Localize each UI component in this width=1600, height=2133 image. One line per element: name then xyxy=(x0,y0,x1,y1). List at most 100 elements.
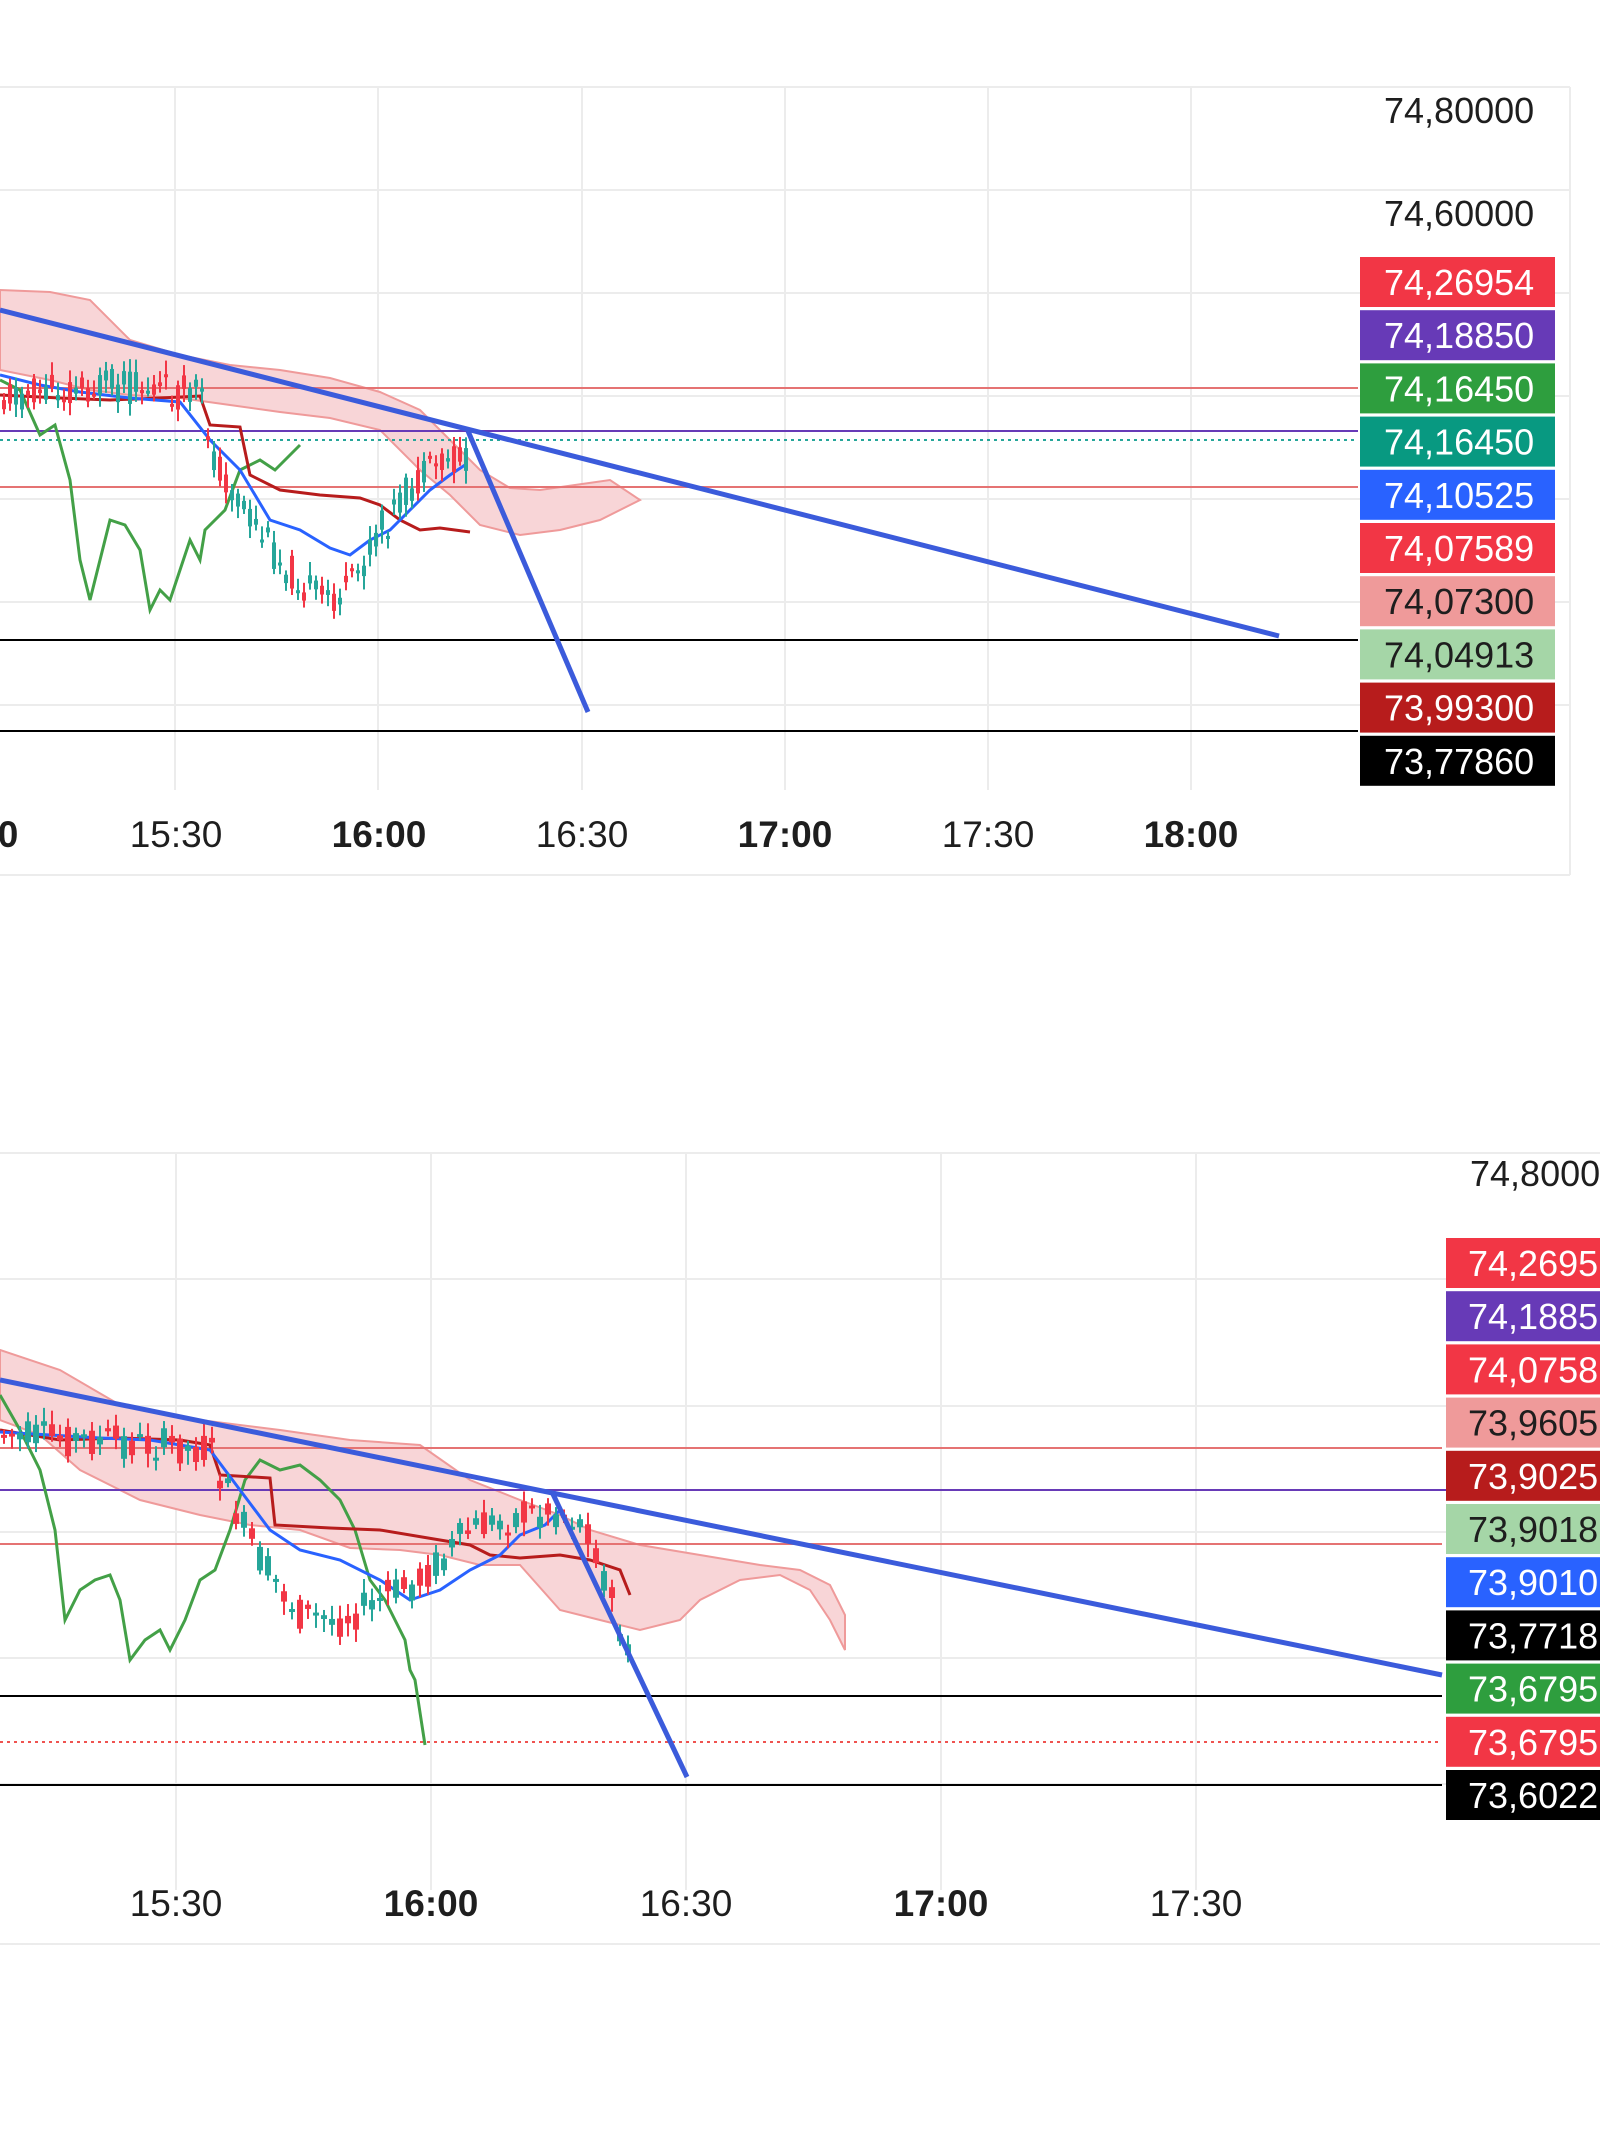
candle-body xyxy=(62,399,66,403)
candle-body xyxy=(386,535,390,539)
candle-body xyxy=(122,371,126,385)
time-label: 16:30 xyxy=(640,1883,733,1924)
candle-body xyxy=(140,390,144,394)
candle-body xyxy=(1,1434,7,1438)
time-label: 16:00 xyxy=(332,814,427,855)
chart-top[interactable]: 74,80000 74,60000 74,26954 74,18850 74,164… xyxy=(0,0,1600,1000)
price-badge-bg xyxy=(1446,1344,1600,1395)
candle-body xyxy=(188,387,192,402)
price-badge-bg xyxy=(1446,1504,1600,1554)
candle-body xyxy=(428,455,432,459)
candle-body xyxy=(105,1428,111,1432)
price-badge-bg xyxy=(1360,629,1555,680)
price-badge-bg xyxy=(1360,416,1555,467)
time-label: 15:30 xyxy=(130,1883,223,1924)
candle-body xyxy=(14,387,18,405)
candle-body xyxy=(209,1437,215,1443)
candle-body xyxy=(233,1513,239,1524)
candle-body xyxy=(321,1615,327,1620)
time-label: 17:30 xyxy=(1150,1883,1243,1924)
price-badge-label: 73,9010 xyxy=(1468,1562,1598,1603)
time-label: 15:30 xyxy=(130,814,223,855)
candle-body xyxy=(409,1584,415,1601)
candles xyxy=(1,1407,631,1663)
candle-body xyxy=(17,1432,23,1440)
candle-body xyxy=(473,1518,479,1525)
candle-body xyxy=(158,382,162,387)
candle-body xyxy=(569,1526,575,1530)
candle-body xyxy=(332,593,336,611)
trendline-drop[interactable] xyxy=(465,430,591,713)
candle-body xyxy=(446,458,450,462)
candle-body xyxy=(345,1615,351,1624)
candle-body xyxy=(33,1424,39,1444)
price-badge-bg xyxy=(1446,1663,1600,1714)
time-axis: 15:30 16:00 16:30 17:00 17:30 xyxy=(130,1883,1243,1924)
candle-body xyxy=(320,585,324,595)
candle-body xyxy=(377,1597,383,1601)
candle-body xyxy=(513,1513,519,1528)
candle-body xyxy=(68,382,72,404)
trendline-drop[interactable] xyxy=(549,1490,690,1779)
candle-body xyxy=(398,492,402,513)
price-badge-bg xyxy=(1446,1397,1600,1448)
candle-body xyxy=(32,378,36,403)
price-badge-label: 73,9605 xyxy=(1468,1403,1598,1444)
chart-top-svg[interactable]: 74,80000 74,60000 74,26954 74,18850 74,164… xyxy=(0,0,1600,1000)
candle-body xyxy=(465,1530,471,1534)
price-badge-label: 74,26954 xyxy=(1384,262,1534,303)
price-label-0: 74,8000 xyxy=(1470,1153,1600,1194)
candle-body xyxy=(57,1435,63,1441)
candle-body xyxy=(329,1618,335,1625)
candle-body xyxy=(129,1440,135,1456)
price-badge-label: 74,07589 xyxy=(1384,528,1534,569)
candle-body xyxy=(86,387,90,402)
candle-body xyxy=(353,1613,359,1630)
trendline-main[interactable] xyxy=(0,1377,1443,1678)
candle-body xyxy=(350,568,354,572)
trendline-main[interactable] xyxy=(0,307,1280,639)
chart-bottom[interactable]: 74,8000 74,2695 74,1885 74,0758 73,9605 73,9… xyxy=(0,1060,1600,2120)
price-badge-label: 73,99300 xyxy=(1384,688,1534,729)
candle-body xyxy=(337,1618,343,1637)
price-badge-label: 74,10525 xyxy=(1384,475,1534,516)
price-badge-label: 74,16450 xyxy=(1384,368,1534,409)
candle-body xyxy=(410,488,414,501)
candle-body xyxy=(49,1424,55,1436)
grid xyxy=(0,1152,1600,1945)
candle-body xyxy=(194,379,198,387)
candle-body xyxy=(260,539,264,543)
candle-body xyxy=(2,400,6,410)
candle-body xyxy=(265,1556,271,1576)
candle-body xyxy=(25,1421,31,1443)
price-badge-bg xyxy=(1360,310,1555,361)
price-badge-label: 73,6022 xyxy=(1468,1775,1598,1816)
candle-body xyxy=(385,1579,391,1592)
candle-body xyxy=(521,1501,527,1523)
candle-body xyxy=(297,1599,303,1629)
candle-body xyxy=(481,1512,487,1535)
price-badge-bg xyxy=(1360,682,1555,733)
candle-body xyxy=(305,1604,311,1609)
candle-body xyxy=(113,1425,119,1439)
candle-body xyxy=(417,1568,423,1586)
candle-body xyxy=(193,1447,199,1463)
candle-body xyxy=(145,1435,151,1454)
tenkan-line xyxy=(0,1430,562,1602)
price-badge-bg xyxy=(1360,469,1555,520)
candle-body xyxy=(206,436,210,441)
candle-body xyxy=(289,1609,295,1613)
candle-body xyxy=(308,575,312,584)
tenkan-line xyxy=(0,373,466,557)
candle-body xyxy=(212,451,216,471)
price-badge-label: 74,07300 xyxy=(1384,581,1534,622)
candle-body xyxy=(169,1435,175,1443)
candle-body xyxy=(185,1445,191,1451)
chart-bottom-svg[interactable]: 74,8000 74,2695 74,1885 74,0758 73,9605 73,9… xyxy=(0,1060,1600,2120)
candle-body xyxy=(401,1577,407,1589)
candle-body xyxy=(249,1528,255,1539)
candle-body xyxy=(137,1434,143,1438)
price-badge-label: 73,9018 xyxy=(1468,1509,1598,1550)
candle-body xyxy=(152,384,156,395)
candle-body xyxy=(26,390,30,396)
